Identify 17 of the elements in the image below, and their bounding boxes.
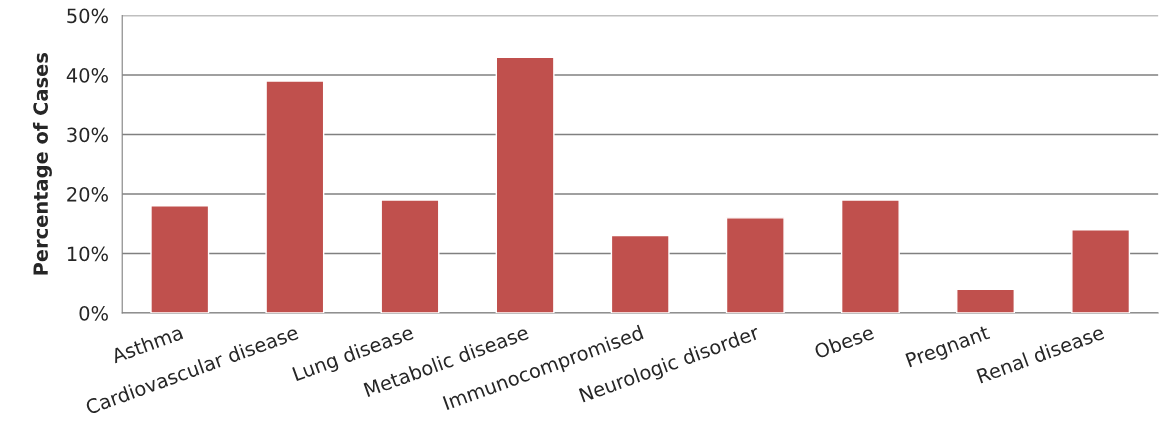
y-tick-label: 50%: [67, 8, 108, 24]
bar: [380, 199, 440, 314]
y-tick-label: 0%: [79, 305, 108, 321]
y-tick-label: 10%: [67, 246, 108, 262]
y-tick-label: 30%: [67, 127, 108, 143]
y-tick-label: 40%: [66, 67, 108, 83]
bar: [956, 288, 1015, 314]
bar: [265, 80, 325, 314]
y-axis-title: Percentage of Cases: [32, 53, 52, 275]
bar: [150, 205, 210, 314]
y-tick-label: 20%: [67, 186, 108, 202]
bar: [610, 234, 670, 314]
bar: [495, 56, 555, 314]
x-tick-label: Obese: [813, 324, 875, 360]
bar: [1071, 229, 1131, 314]
bar: [840, 199, 900, 314]
bar: [725, 217, 785, 314]
